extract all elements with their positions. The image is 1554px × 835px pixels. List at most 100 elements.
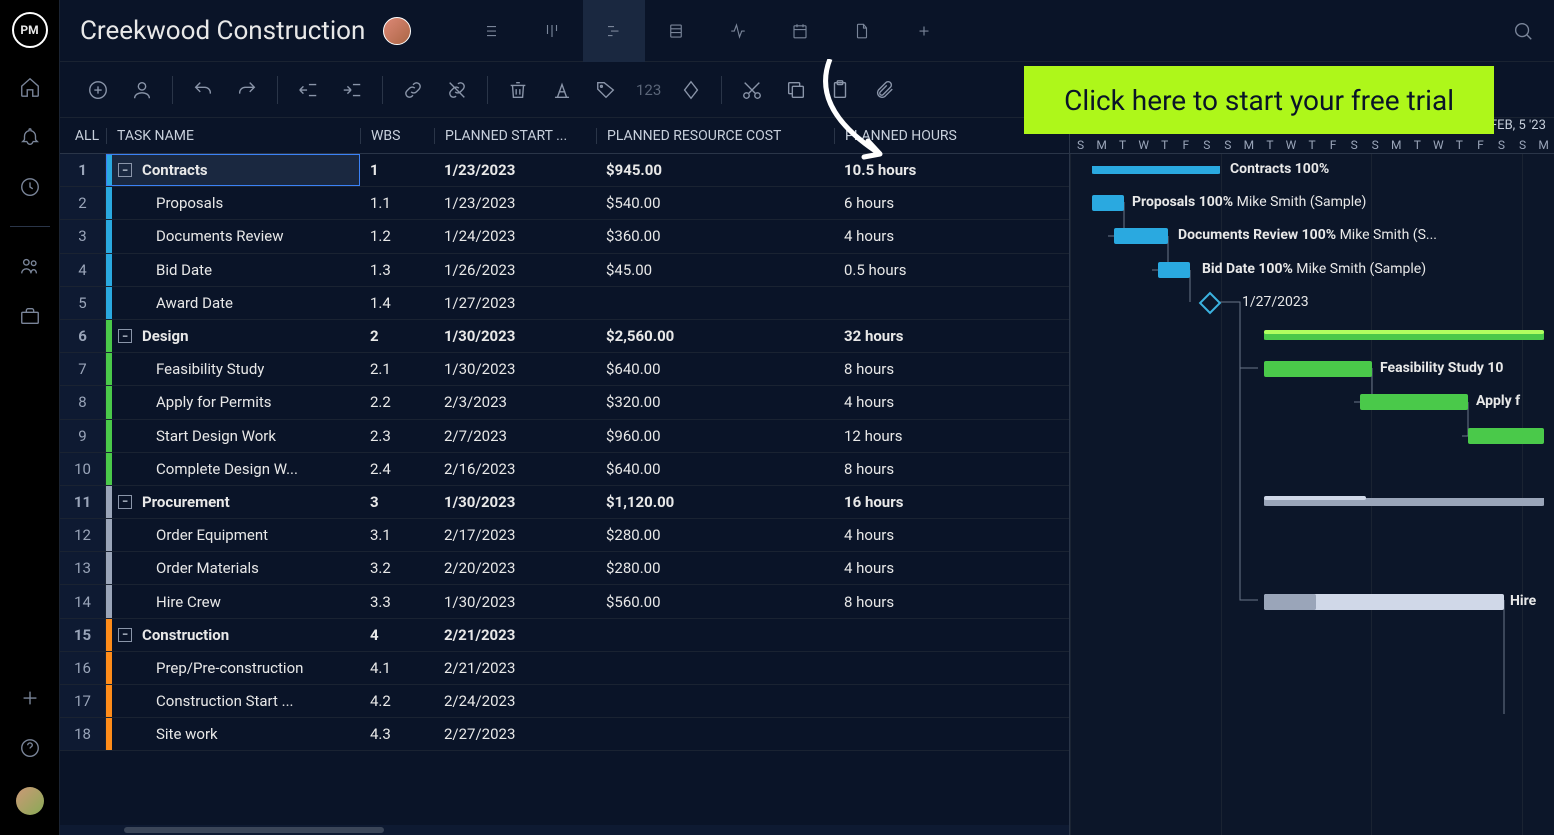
cell-wbs: 4.2 [360,692,434,710]
tag-icon[interactable] [588,72,624,108]
collapse-icon[interactable]: − [118,329,132,343]
gantt-bar[interactable] [1264,361,1372,377]
outdent-icon[interactable] [290,72,326,108]
table-row[interactable]: 4Bid Date1.31/26/2023$45.000.5 hours [60,254,1069,287]
attach-icon[interactable] [866,72,902,108]
col-task[interactable]: TASK NAME [106,128,360,144]
view-gantt-icon[interactable] [583,0,645,62]
cell-wbs: 2 [360,327,434,345]
table-row[interactable]: 7Feasibility Study2.11/30/2023$640.008 h… [60,353,1069,386]
row-number: 18 [60,718,106,750]
collapse-icon[interactable]: − [118,163,132,177]
table-row[interactable]: 16Prep/Pre-construction4.12/21/2023 [60,652,1069,685]
table-row[interactable]: 3Documents Review1.21/24/2023$360.004 ho… [60,220,1069,253]
day-label: W [1280,138,1301,152]
briefcase-icon[interactable] [19,305,41,327]
copy-icon[interactable] [778,72,814,108]
task-name: Order Materials [152,559,259,577]
view-calendar-icon[interactable] [769,0,831,62]
gantt-bar[interactable] [1092,195,1124,211]
view-add-icon[interactable] [893,0,955,62]
table-row[interactable]: 6−Design21/30/2023$2,560.0032 hours [60,320,1069,353]
cell-start: 2/21/2023 [434,659,596,677]
day-label: T [1302,138,1323,152]
col-start[interactable]: PLANNED START ... [434,128,596,144]
people-icon[interactable] [19,255,41,277]
app-logo[interactable]: PM [12,12,48,48]
table-row[interactable]: 15−Construction42/21/2023 [60,619,1069,652]
table-row[interactable]: 10Complete Design W...2.42/16/2023$640.0… [60,453,1069,486]
assign-icon[interactable] [124,72,160,108]
day-label: S [1512,138,1533,152]
help-icon[interactable] [19,737,41,759]
text-color-icon[interactable] [544,72,580,108]
collapse-icon[interactable]: − [118,628,132,642]
row-number: 1 [60,154,106,186]
col-wbs[interactable]: WBS [360,128,434,144]
table-row[interactable]: 13Order Materials3.22/20/2023$280.004 ho… [60,552,1069,585]
horizontal-scrollbar[interactable] [60,825,1069,835]
project-avatar[interactable] [383,17,411,45]
cut-icon[interactable] [734,72,770,108]
collapse-icon[interactable]: − [118,495,132,509]
cell-start: 1/30/2023 [434,593,596,611]
table-row[interactable]: 18Site work4.32/27/2023 [60,718,1069,751]
gantt-bar[interactable] [1114,228,1168,244]
grid-pane: ALL TASK NAME WBS PLANNED START ... PLAN… [60,118,1070,835]
task-name: Proposals [152,194,223,212]
cell-hours: 16 hours [834,493,994,511]
search-icon[interactable] [1512,20,1534,42]
undo-icon[interactable] [185,72,221,108]
bell-icon[interactable] [19,126,41,148]
cell-wbs: 3.3 [360,593,434,611]
table-row[interactable]: 5Award Date1.41/27/2023 [60,287,1069,320]
gantt-bar[interactable] [1264,594,1316,610]
view-list-icon[interactable] [459,0,521,62]
cell-hours: 4 hours [834,526,994,544]
gantt-bar[interactable] [1092,166,1220,174]
indent-icon[interactable] [334,72,370,108]
row-number: 5 [60,287,106,319]
delete-icon[interactable] [500,72,536,108]
table-row[interactable]: 9Start Design Work2.32/7/2023$960.0012 h… [60,420,1069,453]
cell-wbs: 3.1 [360,526,434,544]
home-icon[interactable] [19,76,41,98]
gantt-milestone[interactable] [1199,291,1222,314]
view-activity-icon[interactable] [707,0,769,62]
cta-banner[interactable]: Click here to start your free trial [1024,66,1494,134]
table-row[interactable]: 12Order Equipment3.12/17/2023$280.004 ho… [60,519,1069,552]
left-rail: PM [0,0,60,835]
row-number: 9 [60,420,106,452]
cell-wbs: 1.1 [360,194,434,212]
table-row[interactable]: 17Construction Start ...4.22/24/2023 [60,685,1069,718]
gantt-bar[interactable] [1158,262,1190,278]
day-label: M [1386,138,1407,152]
paste-icon[interactable] [822,72,858,108]
table-row[interactable]: 2Proposals1.11/23/2023$540.006 hours [60,187,1069,220]
plus-icon[interactable] [19,687,41,709]
unlink-icon[interactable] [439,72,475,108]
cell-cost: $360.00 [596,227,834,245]
gantt-bar[interactable] [1468,428,1544,444]
view-board-icon[interactable] [521,0,583,62]
table-row[interactable]: 1−Contracts11/23/2023$945.0010.5 hours [60,154,1069,187]
grid-header: ALL TASK NAME WBS PLANNED START ... PLAN… [60,118,1069,154]
link-icon[interactable] [395,72,431,108]
col-cost[interactable]: PLANNED RESOURCE COST [596,128,834,144]
view-file-icon[interactable] [831,0,893,62]
view-sheet-icon[interactable] [645,0,707,62]
col-hours[interactable]: PLANNED HOURS [834,128,994,144]
cell-start: 1/30/2023 [434,493,596,511]
col-all[interactable]: ALL [60,128,106,144]
task-name: Apply for Permits [152,393,272,411]
add-task-icon[interactable] [80,72,116,108]
cell-cost: $540.00 [596,194,834,212]
table-row[interactable]: 8Apply for Permits2.22/3/2023$320.004 ho… [60,386,1069,419]
milestone-icon[interactable] [673,72,709,108]
clock-icon[interactable] [19,176,41,198]
table-row[interactable]: 14Hire Crew3.31/30/2023$560.008 hours [60,585,1069,618]
gantt-bar[interactable] [1360,394,1468,410]
redo-icon[interactable] [229,72,265,108]
user-avatar[interactable] [16,787,44,815]
table-row[interactable]: 11−Procurement31/30/2023$1,120.0016 hour… [60,486,1069,519]
